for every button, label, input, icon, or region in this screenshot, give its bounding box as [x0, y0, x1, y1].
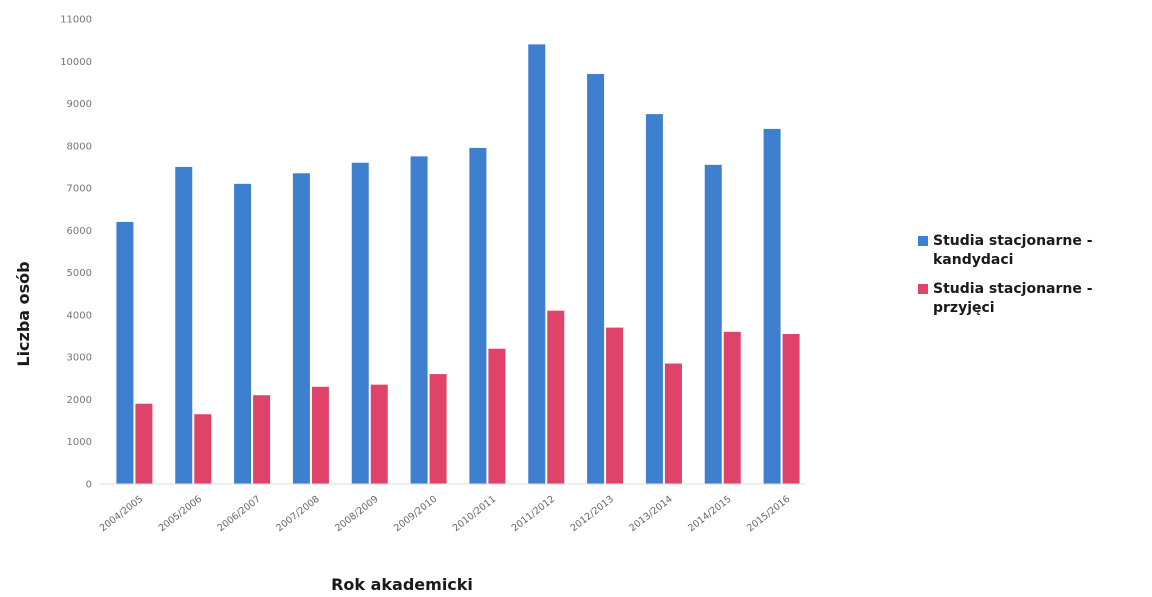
bar-kandydaci	[763, 128, 781, 484]
bar-przyjeci	[311, 386, 329, 484]
x-tick-label: 2009/2010	[392, 494, 439, 534]
x-axis-title: Rok akademicki	[331, 575, 473, 594]
x-tick-label: 2011/2012	[510, 494, 557, 534]
bar-kandydaci	[704, 164, 722, 484]
x-tick-label: 2015/2016	[745, 494, 792, 534]
bar-przyjeci	[429, 374, 447, 484]
y-tick-label: 5000	[67, 268, 92, 279]
bar-przyjeci	[606, 327, 624, 484]
bar-przyjeci	[723, 331, 741, 484]
y-tick-label: 2000	[67, 395, 92, 406]
legend-swatch-kandydaci	[918, 236, 928, 246]
legend-item-kandydaci: Studia stacjonarne - kandydaci	[918, 232, 1148, 270]
bar-kandydaci	[351, 162, 369, 484]
y-tick-label: 4000	[67, 310, 92, 321]
y-tick-label: 6000	[67, 226, 92, 237]
bar-przyjeci	[135, 403, 153, 484]
bar-kandydaci	[175, 166, 193, 485]
legend-swatch-przyjeci	[918, 284, 928, 294]
x-tick-label: 2005/2006	[157, 494, 204, 534]
bar-przyjeci	[782, 333, 800, 484]
y-tick-label: 1000	[67, 437, 92, 448]
bar-przyjeci	[194, 414, 212, 484]
bar-kandydaci	[292, 173, 310, 484]
bar-przyjeci	[488, 348, 506, 484]
bar-kandydaci	[116, 221, 134, 484]
x-tick-label: 2007/2008	[274, 494, 321, 534]
bar-kandydaci	[410, 156, 428, 485]
legend: Studia stacjonarne - kandydaci Studia st…	[918, 232, 1148, 328]
x-tick-label: 2014/2015	[686, 494, 733, 534]
bar-przyjeci	[370, 384, 388, 484]
y-tick-label: 0	[86, 480, 92, 491]
x-tick-label: 2010/2011	[451, 494, 498, 534]
y-tick-label: 11000	[60, 15, 92, 26]
x-tick-label: 2012/2013	[569, 494, 616, 534]
bar-przyjeci	[547, 310, 565, 484]
bar-kandydaci	[469, 147, 487, 484]
x-axis-ticks: 2004/2005 2005/2006 2006/2007 2007/2008 2008…	[98, 494, 793, 534]
y-axis-title: Liczba osób	[14, 261, 33, 366]
bar-przyjeci	[253, 395, 271, 484]
y-tick-label: 10000	[60, 57, 92, 68]
bars	[116, 44, 800, 485]
bar-kandydaci	[587, 73, 605, 485]
legend-label-przyjeci: Studia stacjonarne - przyjęci	[933, 281, 1093, 316]
legend-label-kandydaci: Studia stacjonarne - kandydaci	[933, 233, 1093, 268]
bar-kandydaci	[234, 183, 252, 484]
bar-kandydaci	[645, 114, 663, 484]
x-tick-label: 2008/2009	[333, 494, 380, 534]
x-tick-label: 2006/2007	[216, 494, 263, 534]
y-tick-label: 3000	[67, 353, 92, 364]
bar-kandydaci	[528, 44, 546, 484]
x-tick-label: 2004/2005	[98, 494, 145, 534]
y-tick-label: 7000	[67, 184, 92, 195]
y-tick-label: 8000	[67, 141, 92, 152]
y-tick-label: 9000	[67, 99, 92, 110]
y-axis-ticks: 0 1000 2000 3000 4000 5000 6000 7000 8000 9000 100…	[60, 15, 92, 491]
bar-przyjeci	[664, 363, 682, 484]
legend-item-przyjeci: Studia stacjonarne - przyjęci	[918, 280, 1148, 318]
x-tick-label: 2013/2014	[627, 494, 674, 534]
